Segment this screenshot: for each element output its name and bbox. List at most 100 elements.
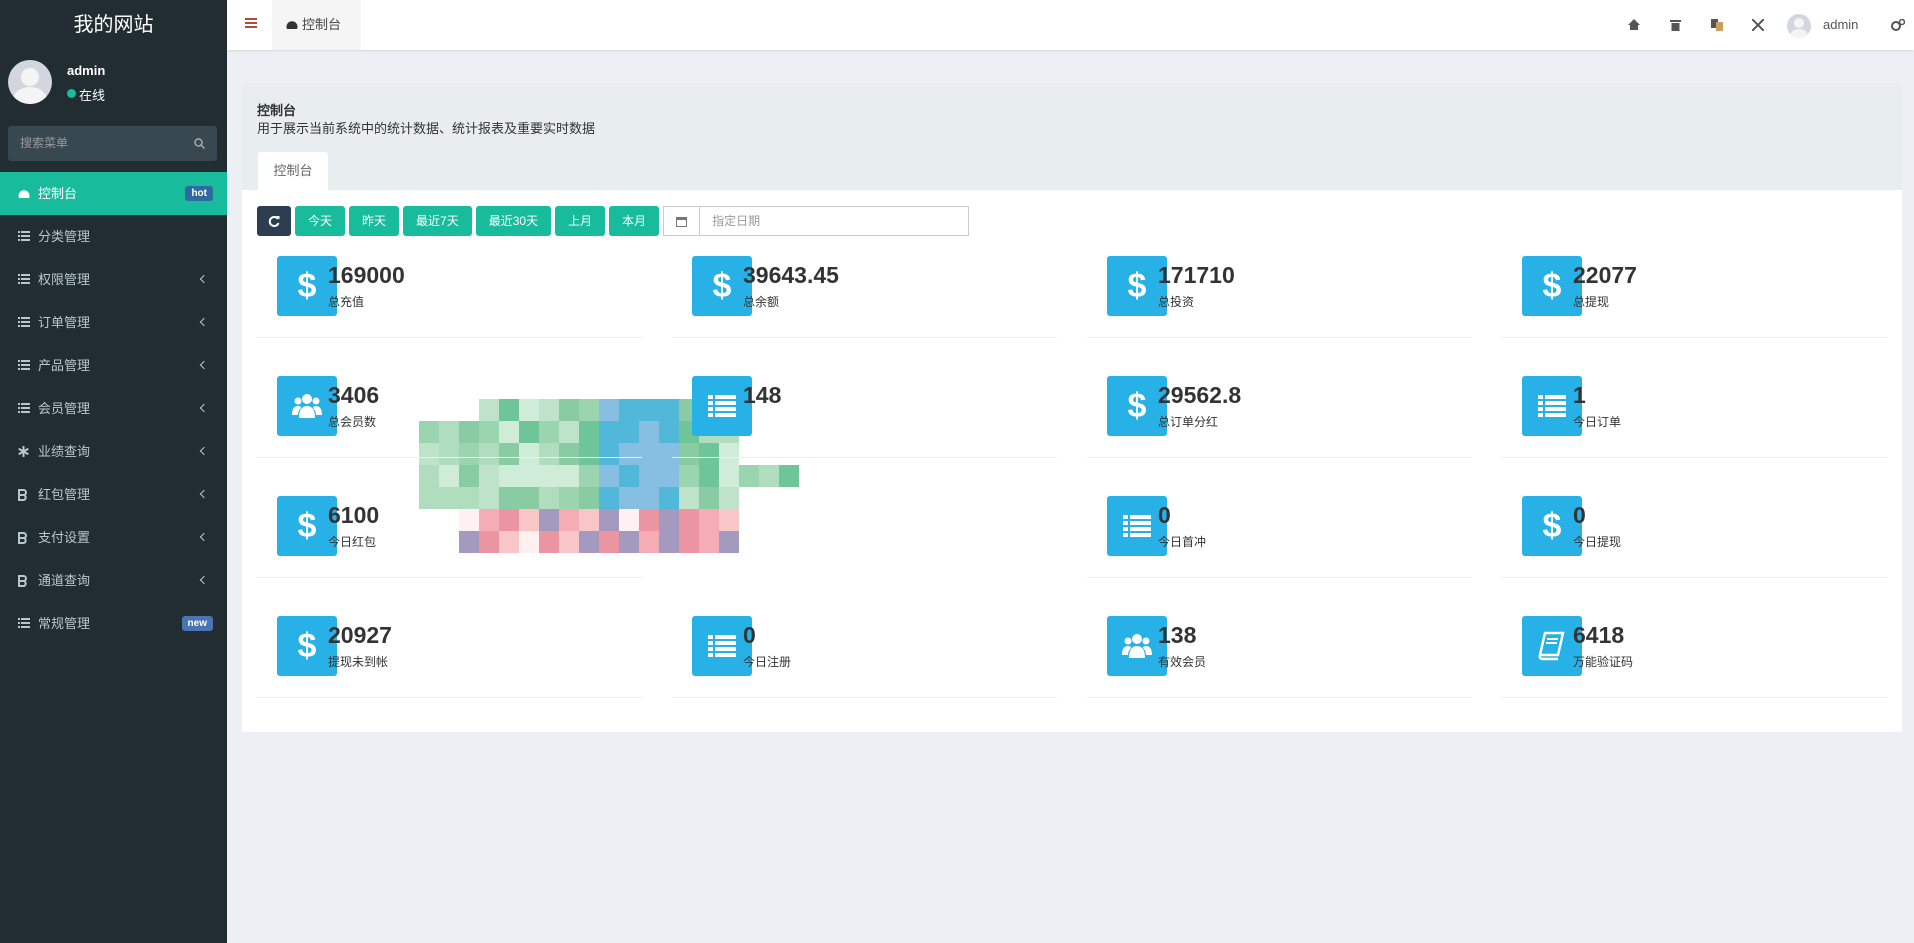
mosaic-tile <box>619 399 639 421</box>
menu-item[interactable]: 分类管理 <box>0 215 227 258</box>
mosaic-tile <box>499 531 519 553</box>
date-button[interactable]: 今天 <box>295 206 346 236</box>
mosaic-tile <box>679 487 699 509</box>
mosaic-tile <box>659 399 679 421</box>
lang-icon[interactable] <box>1711 19 1723 31</box>
stat-value: 20927 <box>328 622 392 648</box>
mosaic-tile <box>699 487 719 509</box>
date-button[interactable]: 昨天 <box>349 206 400 236</box>
mosaic-tile <box>679 531 699 553</box>
mosaic-tile <box>679 465 699 487</box>
menu-arrow <box>199 446 209 456</box>
menu-item[interactable]: 业绩查询 <box>0 430 227 473</box>
stat-value: 169000 <box>328 262 405 288</box>
stat-value: 0 <box>1158 502 1171 528</box>
mosaic-tile <box>719 531 739 553</box>
date-button[interactable]: 上月 <box>555 206 606 236</box>
menu-icon <box>18 403 30 413</box>
mosaic-tile <box>459 531 479 553</box>
stat-card: 148 <box>672 376 1057 458</box>
date-button[interactable]: 最近30天 <box>475 206 552 236</box>
settings-icon[interactable] <box>1891 19 1905 31</box>
panel: 控制台 用于展示当前系统中的统计数据、统计报表及重要实时数据 控制台 今天 昨天最… <box>242 83 1902 732</box>
menu-item[interactable]: 会员管理 <box>0 387 227 430</box>
menu-icon <box>18 274 30 284</box>
search-box[interactable]: 搜索菜单 <box>8 126 217 161</box>
menu-label: 订单管理 <box>38 315 91 330</box>
search-icon <box>194 138 205 149</box>
site-title: 我的网站 <box>73 14 154 36</box>
menu-item[interactable]: 通道查询 <box>0 559 227 602</box>
mosaic-tile <box>539 443 559 465</box>
mosaic-tile <box>499 487 519 509</box>
mosaic-tile <box>479 399 499 421</box>
svg-text:$: $ <box>298 270 317 302</box>
stat-icon <box>692 616 752 676</box>
date-input[interactable]: 指定日期 <box>663 206 970 236</box>
date-button[interactable]: 最近7天 <box>403 206 472 236</box>
stat-value: 0 <box>1573 502 1586 528</box>
menu-icon <box>18 575 27 587</box>
stat-icon <box>1107 496 1167 556</box>
menu-icon <box>18 446 29 457</box>
mosaic-tile <box>559 443 579 465</box>
fullscreen-icon[interactable] <box>1752 19 1764 31</box>
stat-label: 总余额 <box>743 295 780 309</box>
mosaic-tile <box>639 421 659 443</box>
stat-label: 今日提现 <box>1573 535 1622 549</box>
mosaic-tile <box>419 443 439 465</box>
stat-icon: $ <box>1107 256 1167 316</box>
trash-icon[interactable] <box>1670 19 1681 31</box>
stat-label: 今日首冲 <box>1158 535 1207 549</box>
stat-value: 6100 <box>328 502 380 528</box>
menu-label: 常规管理 <box>38 616 91 631</box>
mosaic-tile <box>659 531 679 553</box>
menu-item[interactable]: 支付设置 <box>0 516 227 559</box>
menu-item[interactable]: 红包管理 <box>0 473 227 516</box>
date-button[interactable]: 本月 <box>609 206 660 236</box>
mosaic-tile <box>479 487 499 509</box>
stat-label: 总投资 <box>1158 295 1195 309</box>
mosaic-tile <box>419 421 439 443</box>
mosaic-tile <box>459 421 479 443</box>
stat-card: $20927 提现未到帐 <box>257 616 642 698</box>
stat-card: $171710 总投资 <box>1087 256 1472 338</box>
mosaic-tile <box>539 421 559 443</box>
mosaic-tile <box>579 421 599 443</box>
mosaic-tile <box>659 509 679 531</box>
stat-card: 0 今日注册 <box>672 616 1057 698</box>
home-icon[interactable] <box>1628 19 1640 30</box>
menu-toggle[interactable] <box>245 18 257 28</box>
mosaic-tile <box>559 399 579 421</box>
search-placeholder: 搜索菜单 <box>20 136 69 150</box>
header-user[interactable]: admin <box>1823 17 1859 32</box>
menu-arrow <box>199 489 209 499</box>
mosaic-tile <box>519 421 539 443</box>
stat-icon <box>1522 616 1582 676</box>
menu-item[interactable]: 常规管理 new <box>0 602 227 645</box>
mosaic-tile <box>499 399 519 421</box>
mosaic-tile <box>659 443 679 465</box>
mosaic-tile <box>519 487 539 509</box>
stat-label: 今日红包 <box>328 535 377 549</box>
panel-tab[interactable]: 控制台 <box>258 152 328 190</box>
stat-card: 1 今日订单 <box>1502 376 1887 458</box>
menu-item[interactable]: 权限管理 <box>0 258 227 301</box>
calendar-addon <box>664 207 701 235</box>
header-tab[interactable]: 控制台 <box>272 0 361 50</box>
sidebar: 我的网站 admin 在线 搜索菜单 控制台 hot 分类管理 权限管理 订单管理 产品管… <box>0 0 227 943</box>
menu-arrow <box>199 575 209 585</box>
menu-icon <box>18 360 30 370</box>
refresh-button[interactable] <box>257 206 291 236</box>
stat-card: $0 今日提现 <box>1502 496 1887 578</box>
mosaic-tile <box>519 509 539 531</box>
mosaic-tile <box>779 465 799 487</box>
menu-label: 权限管理 <box>38 272 91 287</box>
mosaic-tile <box>719 443 739 465</box>
date-placeholder: 指定日期 <box>712 214 761 228</box>
menu-icon <box>18 190 30 198</box>
menu-item[interactable]: 产品管理 <box>0 344 227 387</box>
menu-item[interactable]: 控制台 hot <box>0 172 227 215</box>
menu-item[interactable]: 订单管理 <box>0 301 227 344</box>
